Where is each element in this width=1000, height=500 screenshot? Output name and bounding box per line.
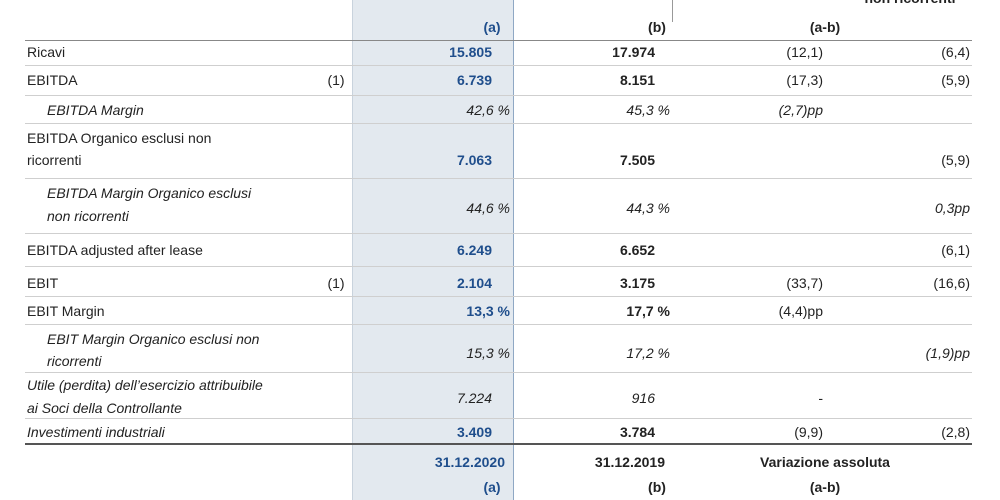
footer-col-b: (b) [648,479,666,495]
footer-rule [25,443,972,445]
note-ref: (1) [327,275,345,291]
row-label: EBITDA [27,72,78,88]
value-b: 916 [631,390,655,406]
value-b: 17,7 % [626,303,670,319]
value-last: (5,9) [941,72,970,88]
value-last: (1,9)pp [925,345,970,361]
header-divider [672,0,673,22]
value-b: 3.784 [619,424,655,440]
value-last: 0,3pp [934,200,970,216]
value-b: 8.151 [619,72,655,88]
value-diff: (9,9) [794,424,823,440]
value-a: 15.805 [449,44,492,60]
value-b: 6.652 [619,242,655,258]
row-label: non ricorrenti [47,208,129,224]
row-label: EBITDA adjusted after lease [27,242,203,258]
col-diff-header: (a-b) [809,19,841,35]
value-diff: (4,4)pp [778,303,823,319]
row-rule [25,266,972,267]
value-a: 13,3 % [466,303,510,319]
value-last: (5,9) [941,152,970,168]
row-rule [25,178,972,179]
value-a: 6.739 [456,72,492,88]
value-b: 45,3 % [626,102,670,118]
row-label: Ricavi [27,44,66,60]
value-a: 2.104 [456,275,492,291]
row-rule [25,418,972,419]
highlight-column [352,0,514,500]
value-b: 7.505 [619,152,655,168]
value-b: 3.175 [619,275,655,291]
value-a: 44,6 % [466,200,510,216]
row-rule [25,324,972,325]
value-diff: (17,3) [786,72,823,88]
row-label: EBITDA Organico esclusi non [27,130,212,146]
row-label: ricorrenti [47,353,102,369]
row-rule [25,233,972,234]
value-a: 3.409 [456,424,492,440]
value-diff: (33,7) [786,275,823,291]
row-rule [25,296,972,297]
value-diff: - [818,390,823,406]
col-a-header: (a) [483,19,501,35]
row-label: EBITDA Margin Organico esclusi [47,185,252,201]
footer-date-b: 31.12.2019 [594,454,665,470]
header-rule [25,40,972,41]
row-rule [25,95,972,96]
value-a: 7.063 [456,152,492,168]
value-a: 6.249 [456,242,492,258]
row-label: Utile (perdita) dell’esercizio attribuib… [27,377,263,393]
col-last-header: non ricorrenti [864,0,955,7]
row-label: Investimenti industriali [27,424,165,440]
value-diff: (12,1) [786,44,823,60]
note-ref: (1) [327,72,345,88]
value-last: (2,8) [941,424,970,440]
row-label: ricorrenti [27,152,82,168]
footer-col-a: (a) [483,479,501,495]
footer-date-a: 31.12.2020 [434,454,505,470]
row-rule [25,372,972,373]
value-diff: (2,7)pp [778,102,823,118]
value-last: (6,4) [941,44,970,60]
value-a: 42,6 % [466,102,510,118]
value-a: 15,3 % [466,345,510,361]
value-b: 17.974 [612,44,655,60]
row-rule [25,123,972,124]
col-b-header: (b) [648,19,666,35]
value-b: 17,2 % [626,345,670,361]
row-label: EBIT Margin [27,303,105,319]
value-b: 44,3 % [626,200,670,216]
row-label: EBIT Margin Organico esclusi non [47,331,260,347]
row-label: EBIT [27,275,59,291]
value-a: 7.224 [456,390,492,406]
row-label: ai Soci della Controllante [27,400,182,416]
row-label: EBITDA Margin [47,102,144,118]
value-last: (6,1) [941,242,970,258]
value-last: (16,6) [933,275,970,291]
row-rule [25,65,972,66]
footer-diff-title: Variazione assoluta [760,454,890,470]
footer-col-diff: (a-b) [809,479,841,495]
